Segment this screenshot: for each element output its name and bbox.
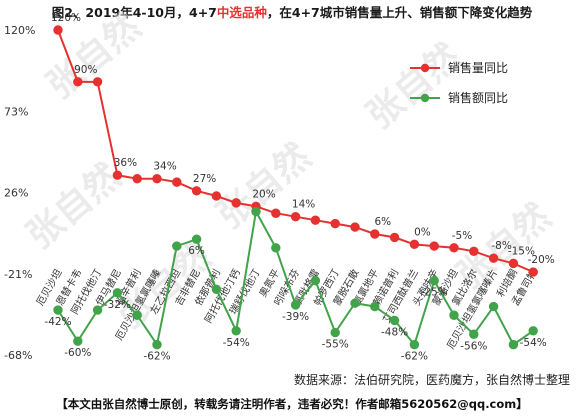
- series-1-point: [449, 243, 459, 253]
- data-label: -39%: [282, 311, 309, 323]
- watermark-text: 张自然: [359, 35, 469, 137]
- copyright-footer: 【本文由张自然博士原创，转载务请注明作者，违者必究！作者邮箱5620562@qq…: [56, 397, 528, 411]
- series-1-point: [409, 239, 420, 250]
- series-2-point: [172, 241, 182, 251]
- data-label: -62%: [401, 351, 428, 363]
- series-1-point: [508, 258, 519, 269]
- series-1-point: [191, 186, 202, 196]
- data-label: 6%: [374, 216, 391, 228]
- series-2-point: [191, 234, 202, 244]
- data-label: 90%: [74, 64, 97, 76]
- series-1-point: [132, 173, 142, 184]
- series-2-point: [92, 305, 103, 315]
- series-1-point: [172, 177, 182, 187]
- series-2-point: [112, 288, 123, 298]
- data-label: -54%: [520, 337, 547, 349]
- data-label: -55%: [322, 339, 349, 351]
- series-2-point: [132, 310, 142, 320]
- series-1-point: [271, 208, 281, 218]
- series-1-point: [469, 246, 479, 256]
- y-tick-label: 26%: [4, 187, 28, 200]
- series-1-point: [330, 218, 340, 229]
- series-2-point: [271, 243, 281, 253]
- series-2-point: [231, 326, 241, 336]
- data-label: -8%: [491, 240, 511, 252]
- data-label: 36%: [114, 157, 137, 169]
- series-2-point: [350, 298, 360, 308]
- series-2-point: [508, 339, 519, 350]
- series-2-point: [290, 300, 301, 310]
- series-2-point: [211, 284, 222, 295]
- chart-title-highlight: 中选品种: [216, 5, 267, 20]
- data-label: -5%: [452, 230, 472, 242]
- data-label: 6%: [188, 245, 205, 257]
- series-2-point: [409, 339, 420, 350]
- series-1-point: [112, 170, 123, 180]
- data-label: -42%: [44, 316, 71, 328]
- legend-swatch-dot: [420, 63, 430, 73]
- watermark-text: 张自然: [19, 155, 129, 257]
- data-label: 27%: [193, 173, 216, 185]
- data-label: 0%: [414, 226, 431, 238]
- data-label: -62%: [143, 351, 170, 363]
- data-source-note: 数据来源：法伯研究院，医药魔方，张自然博士整理: [293, 373, 570, 387]
- series-2-point: [469, 329, 479, 339]
- series-2-point: [528, 326, 538, 336]
- y-tick-label: 120%: [4, 24, 35, 37]
- legend-label: 销售量同比: [448, 60, 508, 75]
- data-label: 120%: [51, 12, 81, 24]
- series-2-point: [310, 275, 321, 286]
- data-label: 14%: [292, 199, 315, 211]
- data-label: -48%: [381, 326, 408, 338]
- data-label: -32%: [104, 299, 131, 311]
- series-1-point: [310, 215, 321, 225]
- data-label: -54%: [223, 337, 250, 349]
- series-1-point: [92, 77, 103, 87]
- chart-title-prefix: 图2、2019年4-10月，4+7: [51, 5, 217, 20]
- legend-label: 销售额同比: [448, 90, 508, 105]
- series-1-point: [73, 77, 83, 87]
- series-2-point: [53, 305, 63, 315]
- data-label: -20%: [528, 254, 555, 266]
- series-2-point: [152, 339, 162, 350]
- data-labels: 120% 90% 36% 34% 27% 20% 14% 6% 0% -5% -8%-15%-20%…: [44, 12, 554, 363]
- legend-swatch-dot: [420, 93, 430, 103]
- series-1-point: [389, 232, 400, 243]
- series-2-point: [73, 336, 83, 346]
- y-tick-label: -21%: [4, 268, 32, 281]
- series-1-point: [290, 212, 301, 222]
- watermark-text: 张自然: [209, 135, 319, 237]
- series-2-point: [370, 301, 380, 312]
- chart-title: 图2、2019年4-10月，4+7中选品种，在4+7城市销售量上升、销售额下降变…: [0, 0, 584, 26]
- series-2-point: [389, 315, 400, 326]
- series-1-point: [211, 191, 222, 201]
- series-1-point: [350, 222, 360, 232]
- y-tick-label: 73%: [4, 105, 28, 118]
- y-tick-label: -68%: [4, 349, 32, 362]
- series-1-point: [231, 198, 241, 208]
- series-2-point: [488, 301, 499, 312]
- series-1-point: [429, 241, 439, 251]
- data-label: 20%: [252, 188, 275, 200]
- series-2-point: [429, 275, 439, 286]
- series-2-point: [330, 327, 340, 338]
- series-1-point: [528, 267, 538, 277]
- series-1-point: [488, 253, 499, 263]
- data-label: -56%: [460, 340, 487, 352]
- series-1-point: [370, 229, 380, 239]
- series-layer: [53, 25, 538, 350]
- data-label: -15%: [508, 245, 535, 257]
- series-2-point: [449, 310, 459, 320]
- data-label: 34%: [153, 161, 176, 173]
- data-label: -60%: [64, 347, 91, 359]
- series-2-point: [251, 206, 261, 217]
- data-label: -25%: [421, 287, 448, 299]
- series-1-point: [152, 173, 162, 184]
- series-1-point: [53, 25, 63, 35]
- chart-title-suffix: ，在4+7城市销售量上升、销售额下降变化趋势: [266, 5, 533, 20]
